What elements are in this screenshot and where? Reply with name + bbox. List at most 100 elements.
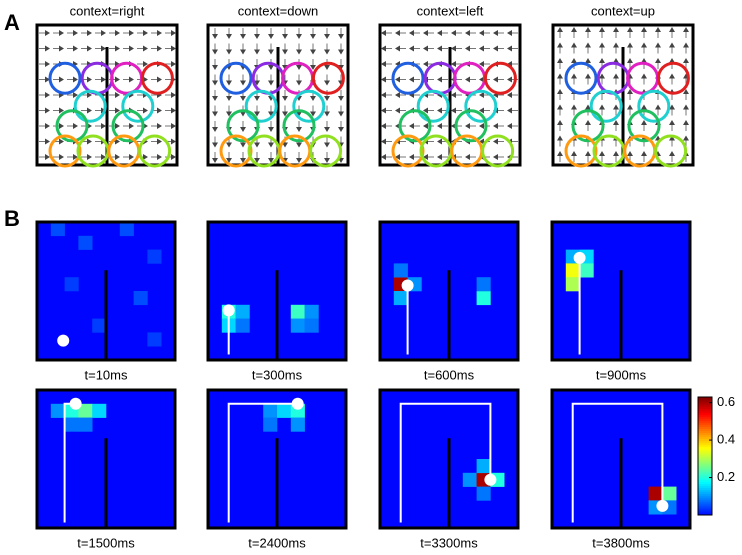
arrow-head [282, 111, 288, 117]
arrow-head [45, 154, 50, 160]
heatmap-cell [147, 332, 162, 347]
place-field [656, 61, 690, 95]
arrow-head [226, 49, 232, 55]
heatmap-cell [304, 304, 319, 319]
arrow-head [87, 138, 92, 145]
arrow-head [268, 65, 274, 70]
place-field [138, 134, 172, 168]
arrow-head [655, 27, 661, 32]
heatmap-cell [290, 417, 305, 432]
arrow-head [571, 151, 577, 156]
arrow-head [324, 49, 330, 55]
arrow-head [59, 123, 64, 129]
place-field [464, 89, 498, 123]
arrow-head [338, 111, 344, 117]
place-field [416, 89, 450, 123]
arrow-head [493, 138, 498, 145]
place-field [55, 109, 89, 143]
heatmap-cell [476, 459, 491, 474]
arrow-head [324, 142, 330, 148]
arrow-head [45, 61, 50, 67]
arrow-head [395, 107, 400, 114]
arrow-head [571, 58, 577, 63]
colorbar-step [698, 416, 712, 420]
arrow-head [171, 30, 176, 36]
colorbar-step [698, 446, 712, 449]
arrow-head [59, 45, 64, 52]
arrow-head [310, 96, 316, 101]
arrow-head [115, 92, 120, 98]
place-field [654, 134, 688, 168]
arrow-head [437, 123, 442, 129]
heatmap-cell [235, 304, 250, 319]
arrow-head [437, 107, 442, 114]
arrow-head [240, 158, 246, 163]
arrow-head [310, 49, 316, 55]
colorbar-step [698, 404, 712, 408]
place-field [282, 109, 316, 143]
arrow-head [479, 107, 484, 114]
colorbar-step [698, 438, 712, 441]
arrow-head [310, 34, 316, 39]
arrow-head [143, 30, 148, 36]
arrow-head [296, 34, 302, 39]
arrow-head [157, 76, 162, 83]
arrow-head [310, 65, 316, 70]
arrow-head [669, 27, 675, 32]
arrow-head [655, 58, 661, 63]
heatmap-cell [476, 486, 491, 501]
arrow-head [641, 120, 647, 125]
arrow-head [465, 123, 470, 129]
arrow-head [338, 96, 344, 101]
arrow-head [669, 42, 675, 48]
context-title: context=left [417, 3, 484, 18]
colorbar-step [698, 469, 712, 473]
arrow-head [338, 127, 344, 132]
arrow-head [171, 61, 176, 67]
arrow-head [171, 107, 176, 114]
arrow-head [557, 89, 563, 94]
context-title: context=right [70, 3, 145, 18]
arrow-head [669, 104, 675, 110]
colorbar-step [698, 467, 712, 471]
arrow-head [45, 30, 50, 36]
arrow-head [451, 92, 456, 98]
arrow-head [423, 45, 428, 52]
heatmap-cell [393, 263, 408, 278]
arrow-head [683, 120, 689, 125]
arrow-head [409, 123, 414, 129]
arrow-head [585, 27, 591, 32]
panel-label: A [4, 10, 20, 35]
colorbar-step [698, 459, 712, 463]
arrow-head [212, 142, 218, 148]
arrow-head [493, 45, 498, 52]
time-label: t=900ms [596, 367, 647, 382]
arrow-head [585, 58, 591, 63]
place-field [111, 109, 145, 143]
colorbar-step [698, 487, 712, 490]
arrow-head [129, 45, 134, 52]
arrow-head [641, 27, 647, 32]
heatmap-cell [290, 304, 305, 319]
time-label: t=600ms [424, 367, 475, 382]
colorbar-step [698, 509, 712, 512]
arrow-head [613, 27, 619, 32]
arrow-head [395, 92, 400, 98]
arrow-head [451, 107, 456, 114]
heatmap-cell [78, 235, 93, 250]
arrow-head [157, 138, 162, 145]
colorbar-step [698, 400, 712, 404]
arrow-head [240, 96, 246, 101]
arrow-head [571, 42, 577, 48]
place-field [244, 89, 278, 123]
heatmap-cell [393, 291, 408, 306]
arrow-head [324, 65, 330, 70]
arrow-head [45, 76, 50, 83]
arrow-head [282, 49, 288, 55]
heatmap-cell [50, 222, 65, 237]
arrow-head [381, 45, 386, 52]
arrow-head [254, 34, 260, 39]
place-field [121, 89, 155, 123]
colorbar-step [698, 497, 712, 500]
